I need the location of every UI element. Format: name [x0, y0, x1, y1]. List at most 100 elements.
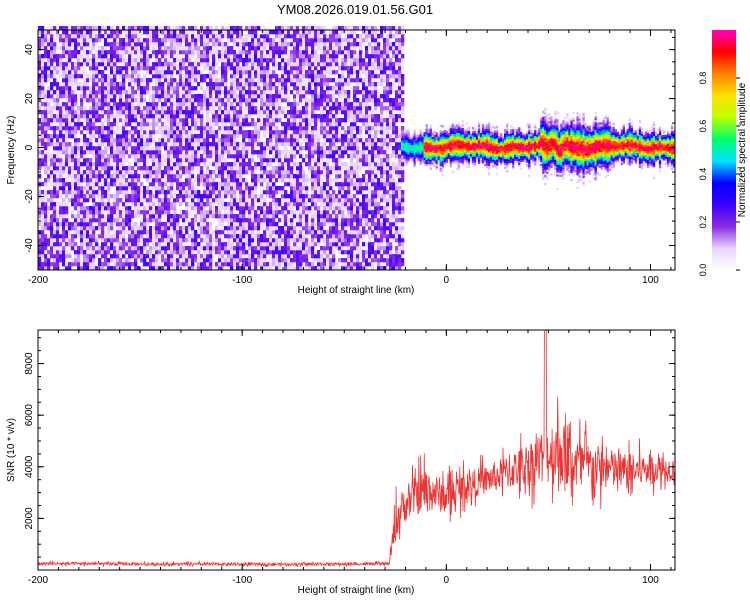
spectrogram-cell	[263, 198, 267, 203]
spectrogram-cell	[59, 66, 63, 71]
spectrogram-cell	[68, 130, 72, 135]
spectrogram-cell	[227, 130, 231, 135]
spectrogram-cell	[161, 142, 165, 147]
spectrogram-cell	[293, 122, 297, 127]
spectrogram-cell	[83, 210, 87, 215]
spectrogram-cell	[182, 102, 186, 107]
spectrogram-cell	[74, 162, 78, 167]
spectrogram-cell	[188, 110, 192, 115]
spectrogram-cell	[203, 194, 207, 199]
spectrogram-cell	[50, 74, 54, 79]
spectrogram-cell	[71, 166, 75, 171]
spectrogram-cell	[185, 138, 189, 143]
spectrogram-cell	[245, 234, 249, 239]
spectrogram-cell	[290, 194, 294, 199]
spectrogram-cell	[110, 130, 114, 135]
spectrogram-cell	[113, 70, 117, 75]
spectrogram-cell	[116, 122, 120, 127]
spectrogram-cell	[146, 202, 150, 207]
spectrogram-cell	[290, 202, 294, 207]
spectrogram-cell	[308, 162, 312, 167]
spectrogram-cell	[242, 46, 246, 51]
spectrogram-cell	[176, 26, 180, 31]
spectrogram-cell	[80, 262, 84, 267]
spectrogram-cell	[215, 214, 219, 219]
spectrogram-cell	[191, 194, 195, 199]
spectrogram-cell	[209, 78, 213, 83]
spectrogram-cell	[98, 126, 102, 131]
spectrogram-cell	[305, 50, 309, 55]
spectrogram-cell	[251, 34, 255, 39]
spectrogram-cell	[74, 102, 78, 107]
spectrogram-cell	[131, 62, 135, 67]
spectrogram-cell	[239, 198, 243, 203]
spectrogram-cell	[113, 198, 117, 203]
spectrogram-cell	[212, 182, 216, 187]
spectrogram-cell	[221, 178, 225, 183]
spectrogram-cell	[62, 206, 66, 211]
spectrogram-cell	[311, 30, 315, 35]
spectrogram-cell	[230, 46, 234, 51]
spectrogram-cell	[293, 230, 297, 235]
spectrogram-cell	[83, 34, 87, 39]
spectrogram-cell	[152, 118, 156, 123]
spectrogram-cell	[320, 82, 324, 87]
spectrogram-cell	[173, 94, 177, 99]
spectrogram-cell	[53, 170, 57, 175]
spectrogram-cell	[68, 182, 72, 187]
spectrogram-cell	[272, 114, 276, 119]
spectrogram-cell	[269, 218, 273, 223]
spectrogram-cell	[293, 106, 297, 111]
spectrogram-cell	[260, 150, 264, 155]
spectrogram-cell	[167, 126, 171, 131]
spectrogram-cell	[122, 130, 126, 135]
spectrogram-cell	[176, 162, 180, 167]
spectrogram-cell	[314, 162, 318, 167]
spectrogram-cell	[173, 26, 177, 31]
spectrogram-cell	[296, 230, 300, 235]
spectrogram-cell	[233, 58, 237, 63]
spectrogram-cell	[314, 98, 318, 103]
spectrogram-cell	[236, 30, 240, 35]
spectrogram-cell	[164, 26, 168, 31]
spectrogram-cell	[215, 134, 219, 139]
spectrogram-cell	[203, 50, 207, 55]
spectrogram-cell	[305, 202, 309, 207]
spectrogram-cell	[146, 250, 150, 255]
spectrogram-cell	[278, 114, 282, 119]
spectrogram-cell	[296, 38, 300, 43]
spectrogram-cell	[86, 238, 90, 243]
spectrogram-cell	[221, 230, 225, 235]
spectrogram-cell	[185, 146, 189, 151]
spectrogram-cell	[77, 222, 81, 227]
spectrogram-cell	[194, 194, 198, 199]
spectrogram-cell	[128, 170, 132, 175]
spectrogram-cell	[308, 114, 312, 119]
spectrogram-cell	[170, 158, 174, 163]
spectrogram-cell	[191, 154, 195, 159]
spectrogram-cell	[116, 202, 120, 207]
spectrogram-cell	[167, 58, 171, 63]
spectrogram-cell	[221, 66, 225, 71]
spectrogram-cell	[164, 90, 168, 95]
spectrogram-cell	[44, 154, 48, 159]
spectrogram-cell	[233, 166, 237, 171]
spectrogram-cell	[140, 50, 144, 55]
spectrogram-cell	[185, 266, 189, 271]
spectrogram-cell	[77, 126, 81, 131]
spectrogram-cell	[209, 122, 213, 127]
spectrogram-cell	[242, 130, 246, 135]
spectrogram-cell	[281, 218, 285, 223]
spectrogram-cell	[272, 86, 276, 91]
spectrogram-cell	[146, 194, 150, 199]
spectrogram-cell	[299, 162, 303, 167]
spectrogram-cell	[320, 214, 324, 219]
spectrogram-cell	[149, 146, 153, 151]
spectrogram-cell	[149, 218, 153, 223]
spectrogram-cell	[176, 50, 180, 55]
spectrogram-cell	[44, 94, 48, 99]
spectrogram-cell	[314, 90, 318, 95]
spectrogram-cell	[167, 146, 171, 151]
spectrogram-cell	[203, 178, 207, 183]
spectrogram-cell	[155, 242, 159, 247]
